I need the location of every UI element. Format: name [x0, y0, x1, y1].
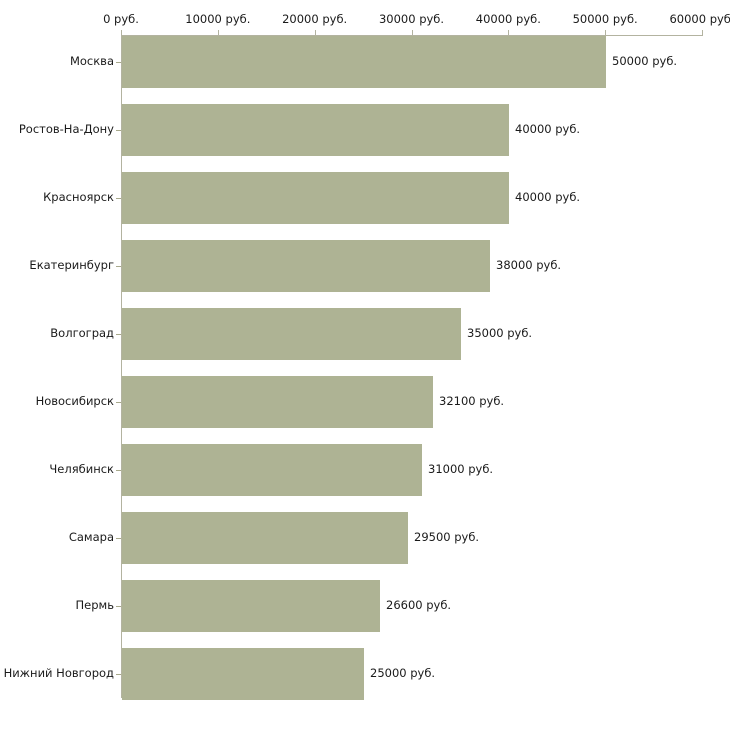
y-axis-tick	[116, 538, 121, 539]
bar[interactable]	[122, 240, 490, 292]
category-label: Красноярск	[43, 190, 114, 204]
category-label: Волгоград	[50, 326, 114, 340]
y-axis-tick	[116, 402, 121, 403]
y-axis-tick	[116, 674, 121, 675]
bar[interactable]	[122, 308, 461, 360]
bar-value-label: 38000 руб.	[496, 258, 562, 272]
x-axis-tick	[121, 30, 122, 36]
bar-value-label: 40000 руб.	[515, 190, 581, 204]
x-axis-tick	[411, 30, 413, 36]
category-label-row: Ростов-На-Дону	[0, 122, 114, 136]
x-axis-tick-label: 0 руб.	[103, 12, 139, 26]
y-axis-tick	[116, 470, 121, 471]
x-axis-tick	[217, 30, 219, 36]
bar-value-label: 35000 руб.	[467, 326, 533, 340]
x-axis-tick	[605, 30, 607, 36]
x-axis-tick-label: 40000 руб.	[475, 12, 541, 26]
category-label-row: Пермь	[0, 598, 114, 612]
y-axis-tick	[116, 266, 121, 267]
x-axis-tick-label: 30000 руб.	[378, 12, 445, 26]
bar-value-label: 29500 руб.	[414, 530, 480, 544]
category-label: Москва	[69, 54, 114, 68]
y-axis-tick	[116, 198, 121, 199]
category-label-row: Самара	[0, 530, 114, 544]
bar[interactable]	[122, 648, 364, 700]
category-label: Екатеринбург	[29, 258, 114, 272]
x-axis-tick-label: 10000 руб.	[185, 12, 251, 26]
y-axis-tick	[116, 606, 121, 607]
category-label-row: Екатеринбург	[0, 258, 114, 272]
x-axis-tick	[508, 30, 510, 36]
bar[interactable]	[122, 36, 606, 88]
bar[interactable]	[122, 512, 408, 564]
bar[interactable]	[122, 376, 433, 428]
category-label: Челябинск	[49, 462, 114, 476]
y-axis-line	[121, 35, 122, 698]
bar[interactable]	[122, 444, 422, 496]
x-axis-tick-label: 20000 руб.	[282, 12, 348, 26]
bar-value-label: 25000 руб.	[370, 666, 436, 680]
category-label-row: Волгоград	[0, 326, 114, 340]
category-label-row: Новосибирск	[0, 394, 114, 408]
category-label: Пермь	[75, 598, 114, 612]
y-axis-tick	[116, 130, 121, 131]
x-axis-tick	[314, 30, 316, 36]
category-label-row: Москва	[0, 54, 114, 68]
category-label-row: Красноярск	[0, 190, 114, 204]
y-axis-tick	[116, 62, 121, 63]
category-label: Новосибирск	[35, 394, 114, 408]
category-label: Самара	[68, 530, 114, 544]
bar-value-label: 40000 руб.	[515, 122, 581, 136]
bar[interactable]	[122, 172, 509, 224]
bar-value-label: 31000 руб.	[428, 462, 494, 476]
bar-value-label: 50000 руб.	[612, 54, 678, 68]
category-label: Ростов-На-Дону	[18, 122, 114, 136]
bar[interactable]	[122, 580, 380, 632]
category-label-row: Нижний Новгород	[0, 666, 114, 680]
category-label-row: Челябинск	[0, 462, 114, 476]
bar[interactable]	[122, 104, 509, 156]
category-label: Нижний Новгород	[3, 666, 114, 680]
x-axis-tick-label: 60000 руб.	[669, 12, 730, 26]
y-axis-tick	[116, 334, 121, 335]
bar-value-label: 32100 руб.	[439, 394, 505, 408]
bar-value-label: 26600 руб.	[386, 598, 452, 612]
x-axis-tick-label: 50000 руб.	[572, 12, 638, 26]
x-axis-tick	[702, 30, 703, 36]
